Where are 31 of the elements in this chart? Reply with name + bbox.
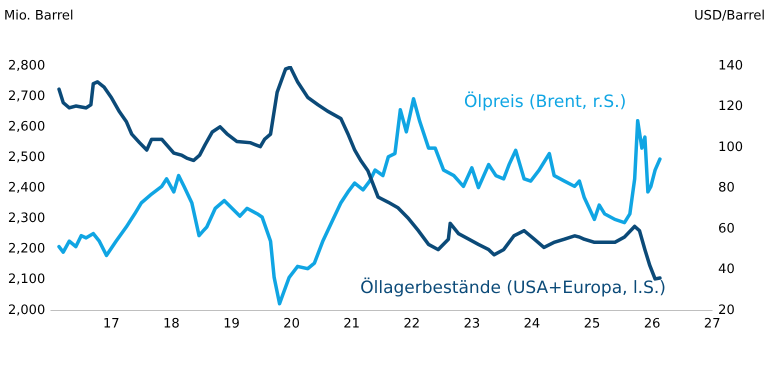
y-tick-label: 2,200 [8, 242, 46, 257]
y2-tick-label: 20 [718, 302, 735, 318]
x-tick-label: 25 [584, 316, 600, 332]
series-label: Ölpreis (Brent, r.S.) [464, 91, 626, 112]
x-tick-label: 21 [343, 316, 360, 332]
x-tick-label: 23 [464, 316, 480, 332]
y2-axis-title: USD/Barrel [694, 8, 765, 24]
x-tick-label: 22 [403, 316, 420, 332]
y-tick-label: 2,800 [8, 58, 46, 74]
y2-tick-label: 100 [718, 140, 744, 155]
y-tick-label: 2,600 [8, 119, 46, 134]
x-tick-label: 27 [704, 316, 720, 332]
y2-tick-label: 140 [718, 58, 744, 74]
y-tick-label: 2,100 [8, 272, 46, 288]
x-tick-label: 18 [163, 316, 180, 332]
x-tick-label: 26 [644, 316, 660, 332]
y2-tick-label: 60 [718, 221, 735, 236]
x-tick-label: 19 [223, 316, 240, 332]
y2-tick-label: 40 [718, 262, 735, 278]
y-tick-label: 2,400 [8, 180, 46, 196]
x-tick-label: 20 [283, 316, 300, 332]
y-tick-label: 2,500 [8, 150, 46, 166]
y-tick-label: 2,700 [8, 88, 46, 104]
y-axis-title: Mio. Barrel [4, 8, 74, 24]
y-tick-label: 2,000 [8, 302, 46, 318]
x-tick-label: 24 [524, 316, 540, 332]
y2-tick-label: 80 [718, 180, 735, 196]
y2-tick-label: 120 [718, 99, 744, 114]
x-tick-label: 17 [103, 316, 120, 332]
y-tick-label: 2,300 [8, 211, 46, 226]
series-label: Öllagerbestände (USA+Europa, l.S.) [360, 276, 666, 298]
